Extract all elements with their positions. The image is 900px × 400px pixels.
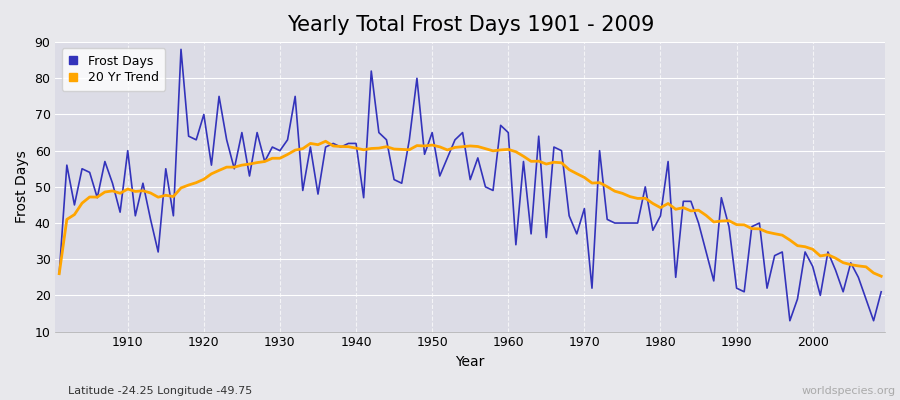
Text: Latitude -24.25 Longitude -49.75: Latitude -24.25 Longitude -49.75 (68, 386, 252, 396)
Legend: Frost Days, 20 Yr Trend: Frost Days, 20 Yr Trend (62, 48, 166, 91)
Text: worldspecies.org: worldspecies.org (801, 386, 896, 396)
Title: Yearly Total Frost Days 1901 - 2009: Yearly Total Frost Days 1901 - 2009 (286, 15, 654, 35)
X-axis label: Year: Year (455, 355, 485, 369)
Y-axis label: Frost Days: Frost Days (15, 150, 29, 223)
